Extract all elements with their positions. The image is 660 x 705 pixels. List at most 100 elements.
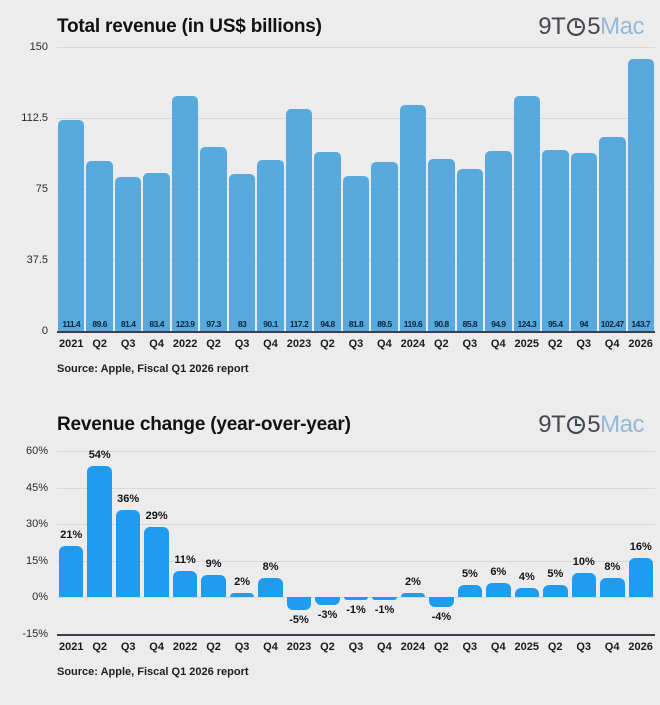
- 9to5mac-logo: 9T 5 Mac: [538, 413, 644, 437]
- x-tick-label: Q3: [120, 641, 136, 653]
- y-tick-label: 112.5: [21, 112, 48, 124]
- bar-value-label: 89.6: [92, 318, 107, 329]
- bar-value-label: 81.8: [348, 318, 364, 329]
- bar-value-label: 90.8: [434, 318, 449, 329]
- bar: 81.8: [342, 176, 370, 331]
- bar-value-label: 2%: [404, 575, 421, 588]
- chart-title: Revenue change (year-over-year): [57, 414, 351, 435]
- bar: 90.1: [257, 160, 284, 331]
- bar: 95.4: [542, 150, 569, 331]
- bar-value-label: -3%: [317, 608, 338, 621]
- bar: 83.4: [143, 173, 170, 331]
- gridline: [57, 487, 655, 489]
- x-tick-label: Q3: [348, 641, 364, 653]
- logo-text-9t: 9T: [538, 13, 566, 40]
- x-tick-label: 2022: [172, 338, 198, 350]
- x-tick-label: Q4: [149, 338, 164, 350]
- logo-text-mac: Mac: [600, 13, 644, 40]
- y-tick-label: 0%: [32, 591, 48, 604]
- bar-value-label: -1%: [346, 603, 366, 616]
- bar: [600, 577, 625, 598]
- chart-header: Total revenue (in US$ billions) 9T 5 Mac: [57, 13, 644, 41]
- logo-text-9t: 9T: [538, 411, 566, 438]
- x-tick-label: Q4: [263, 641, 278, 653]
- x-tick-label: Q4: [490, 641, 506, 653]
- x-tick-label: Q3: [462, 641, 478, 653]
- bar-value-label: 89.5: [377, 318, 392, 329]
- bar-value-label: -5%: [289, 613, 309, 626]
- x-tick-label: Q3: [234, 338, 250, 350]
- y-tick-label: 75: [35, 183, 48, 195]
- x-tick-label: 2022: [172, 641, 198, 653]
- x-tick-label: Q2: [320, 641, 335, 653]
- gridline: [57, 560, 655, 562]
- bar-value-label: 97.3: [206, 318, 221, 329]
- bar-value-label: 5%: [461, 568, 478, 581]
- bar: 143.7: [627, 58, 654, 331]
- bar: [486, 582, 511, 598]
- bar-value-label: 81.4: [120, 318, 136, 329]
- bar-value-label: 5%: [547, 568, 564, 581]
- y-tick-label: 15%: [25, 554, 48, 567]
- bar: [628, 558, 653, 598]
- total-revenue-chart: Total revenue (in US$ billions) 9T 5 Mac…: [21, 13, 655, 375]
- bar-value-label: 123.9: [175, 318, 195, 329]
- gridline: [57, 118, 655, 119]
- bar: [543, 585, 568, 598]
- x-axis-labels: 2021 Q2 Q3 Q4 2022 Q2 Q3 Q4 2023 Q2 Q3 Q4 2024 Q2 Q3 Q4…: [57, 636, 655, 653]
- x-tick-label: Q4: [604, 641, 620, 653]
- x-tick-label: 2025: [514, 641, 539, 653]
- y-tick-label: 30%: [25, 518, 48, 531]
- bar: 89.5: [371, 161, 398, 331]
- gridline: [57, 524, 655, 526]
- bar: 83: [228, 173, 256, 331]
- bar: [457, 585, 483, 598]
- bar: [286, 597, 312, 610]
- logo-text-mac: Mac: [600, 411, 644, 438]
- x-tick-label: Q2: [433, 338, 449, 350]
- bar-value-label: 6%: [490, 565, 507, 578]
- bar-value-label: 54%: [88, 448, 111, 461]
- gridline: [57, 451, 655, 452]
- y-tick-label: 37.5: [26, 254, 48, 266]
- x-tick-label: 2021: [58, 641, 84, 653]
- bar: 111.4: [58, 120, 85, 331]
- bar-value-label: 16%: [629, 541, 652, 554]
- y-tick-label: 0: [41, 325, 48, 337]
- bar-value-label: 85.8: [462, 318, 478, 329]
- x-tick-label: 2024: [400, 338, 426, 350]
- x-tick-label: Q2: [92, 338, 108, 350]
- bar-value-label: 83: [237, 318, 247, 329]
- bar: 81.4: [114, 176, 142, 331]
- x-tick-label: 2026: [628, 641, 653, 653]
- bar-value-label: 94.9: [491, 318, 506, 329]
- bar: [172, 570, 198, 598]
- chart-title: Total revenue (in US$ billions): [57, 16, 322, 37]
- x-tick-label: Q4: [377, 641, 392, 653]
- plot-area: 150 112.5 75 37.5 0 111.4 89.6 81.4 83.4 123.9 97.…: [21, 41, 655, 337]
- x-tick-label: Q4: [149, 641, 164, 653]
- revenue-change-chart: Revenue change (year-over-year) 9T 5 Mac…: [0, 411, 660, 678]
- y-tick-label: 60%: [25, 445, 48, 457]
- bar-value-label: 119.6: [403, 318, 423, 329]
- bar-value-label: 29%: [145, 509, 168, 522]
- x-tick-label: 2023: [286, 641, 312, 653]
- bar: 119.6: [399, 104, 427, 331]
- bar: 102.47: [599, 136, 626, 331]
- bar: [258, 577, 283, 598]
- x-axis-labels: 2021 Q2 Q3 Q4 2022 Q2 Q3 Q4 2023 Q2 Q3 Q4 2024 Q2 Q3 Q4…: [57, 333, 655, 350]
- plot-area: 60% 45% 30% 15% 0% -15% 21% 54% 36% 29% 11% 9% 2% 8% -…: [22, 445, 655, 640]
- bar-value-label: 9%: [205, 558, 222, 571]
- bar: [429, 597, 454, 608]
- x-tick-label: Q2: [320, 338, 335, 350]
- clock-icon: [565, 17, 587, 37]
- x-tick-label: 2025: [514, 338, 539, 350]
- x-tick-label: Q4: [490, 338, 506, 350]
- bar-value-label: 94.8: [320, 318, 335, 329]
- bar-value-label: 2%: [234, 575, 251, 588]
- bar-value-label: 124.3: [517, 318, 537, 329]
- 9to5mac-logo: 9T 5 Mac: [538, 15, 644, 39]
- x-tick-label: 2021: [58, 338, 84, 350]
- bar-value-label: 117.2: [289, 318, 309, 329]
- bar-value-label: 102.47: [600, 318, 625, 329]
